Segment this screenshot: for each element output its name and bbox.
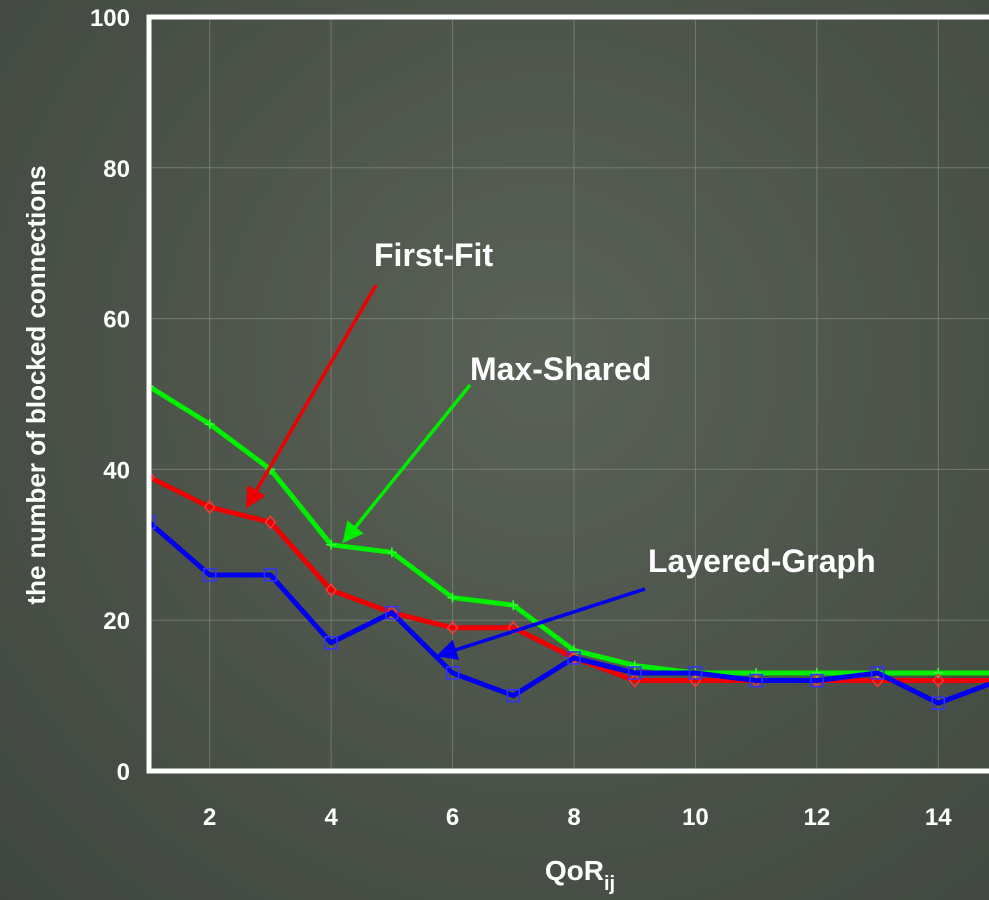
data-point bbox=[508, 600, 519, 611]
annotation-arrow-first-fit bbox=[245, 284, 378, 509]
x-axis-label-sub: ij bbox=[604, 873, 615, 895]
data-point bbox=[446, 620, 459, 635]
x-tick-label: 12 bbox=[804, 804, 831, 831]
data-point bbox=[933, 667, 944, 678]
tick-labels: 0 20 40 60 80 100 2 4 6 8 10 12 14 bbox=[90, 5, 952, 831]
y-axis-label: the number of blocked connections bbox=[21, 165, 51, 604]
series-layered-graph bbox=[147, 515, 989, 710]
x-axis-label: QoRij bbox=[545, 855, 615, 895]
data-point bbox=[749, 673, 763, 688]
annotation-label-max-shared: Max-Shared bbox=[470, 351, 651, 387]
y-tick-label: 60 bbox=[103, 307, 130, 334]
plot-border bbox=[146, 14, 989, 774]
data-point bbox=[447, 592, 458, 603]
y-tick-label: 0 bbox=[117, 759, 130, 786]
data-point bbox=[263, 568, 278, 582]
series-layer bbox=[147, 381, 989, 710]
x-tick-label: 14 bbox=[925, 804, 952, 831]
data-point bbox=[324, 636, 338, 650]
data-point bbox=[326, 539, 337, 550]
data-point bbox=[264, 515, 277, 530]
annotations: First-Fit Max-Shared Layered-Graph bbox=[245, 237, 876, 660]
plot-frame bbox=[146, 14, 989, 774]
x-tick-label: 10 bbox=[682, 804, 709, 831]
x-tick-label: 2 bbox=[203, 804, 216, 831]
y-tick-label: 100 bbox=[90, 5, 130, 32]
x-tick-label: 8 bbox=[567, 804, 580, 831]
data-point bbox=[386, 547, 397, 558]
data-point bbox=[688, 666, 703, 680]
data-point bbox=[445, 666, 460, 680]
data-point bbox=[751, 667, 762, 678]
data-point bbox=[385, 605, 399, 620]
data-point bbox=[325, 582, 338, 598]
data-point bbox=[932, 673, 945, 688]
x-axis-label-main: QoR bbox=[545, 855, 604, 886]
data-point bbox=[931, 696, 946, 710]
x-tick-label: 6 bbox=[446, 804, 459, 831]
y-tick-label: 20 bbox=[103, 608, 130, 635]
data-point bbox=[507, 620, 520, 635]
y-tick-label: 80 bbox=[103, 156, 130, 183]
y-tick-label: 40 bbox=[103, 457, 130, 484]
data-point bbox=[567, 651, 581, 665]
data-point bbox=[870, 666, 885, 680]
data-point bbox=[810, 673, 824, 688]
series-line-layered-graph bbox=[147, 520, 989, 706]
data-point bbox=[202, 568, 217, 582]
annotation-label-layered-graph: Layered-Graph bbox=[648, 543, 876, 579]
data-point bbox=[204, 419, 215, 430]
series-max-shared bbox=[147, 381, 989, 678]
data-point bbox=[506, 688, 521, 703]
data-point bbox=[627, 666, 642, 680]
data-point bbox=[569, 645, 579, 656]
data-point bbox=[811, 667, 822, 678]
annotation-label-first-fit: First-Fit bbox=[374, 237, 493, 273]
data-point bbox=[203, 499, 216, 515]
x-tick-label: 4 bbox=[324, 804, 338, 831]
annotation-arrow-layered-graph bbox=[436, 587, 646, 660]
annotation-arrow-max-shared bbox=[342, 383, 472, 544]
data-point bbox=[629, 660, 640, 671]
